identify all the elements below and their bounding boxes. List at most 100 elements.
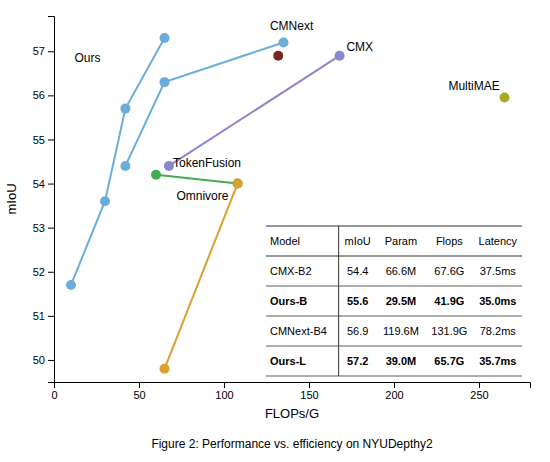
y-tick-mark — [48, 95, 54, 96]
x-tick-mark — [139, 382, 140, 388]
y-tick-label: 52 — [33, 266, 45, 278]
table-cell: 55.6 — [347, 295, 368, 307]
table-cell: 29.5M — [386, 295, 417, 307]
y-axis: 50 51 52 53 54 55 56 57 — [33, 17, 55, 383]
x-tick-label: 200 — [385, 389, 403, 401]
y-tick: 51 — [33, 310, 54, 322]
table-header: Flops — [436, 235, 463, 247]
y-tick: 52 — [33, 266, 54, 278]
table-header: mIoU — [345, 235, 371, 247]
point — [160, 77, 170, 87]
series — [151, 170, 243, 189]
series — [160, 179, 243, 374]
table-rule — [266, 255, 522, 256]
table-header: Param — [385, 235, 417, 247]
table-cell: 67.6G — [434, 265, 464, 277]
table-cell: 39.0M — [386, 355, 417, 367]
y-tick: 50 — [33, 354, 54, 366]
x-tick-mark — [479, 382, 480, 388]
series — [500, 93, 510, 103]
x-tick-label: 0 — [51, 389, 57, 401]
y-tick-mark — [48, 360, 54, 361]
series — [66, 33, 170, 290]
table-cell: Ours-B — [270, 295, 307, 307]
x-axis-line — [55, 383, 531, 389]
table-cell: 66.6M — [386, 265, 417, 277]
x-tick-mark — [394, 382, 395, 388]
x-tick-mark — [309, 382, 310, 388]
point — [100, 196, 110, 206]
series — [164, 51, 345, 171]
y-tick-mark — [48, 139, 54, 140]
y-tick-label: 55 — [33, 133, 45, 145]
point — [151, 170, 161, 180]
table-rule — [266, 376, 522, 377]
table: ModelmIoUParamFlopsLatencyCMX-B254.466.6… — [266, 226, 522, 376]
y-tick-mark — [48, 228, 54, 229]
table-cell: 37.5ms — [480, 265, 517, 277]
point — [233, 179, 243, 189]
y-tick-mark — [48, 316, 54, 317]
table-cell: Ours-L — [270, 355, 306, 367]
y-tick-label: 56 — [33, 89, 45, 101]
y-tick-label: 53 — [33, 222, 45, 234]
annotation: MultiMAE — [448, 79, 499, 93]
table-cell: 78.2ms — [480, 325, 517, 337]
point — [160, 33, 170, 43]
table-cell: CMX-B2 — [270, 265, 312, 277]
caption: Figure 2: Performance vs. efficiency on … — [151, 437, 433, 451]
series — [273, 51, 283, 61]
x-tick: 200 — [385, 382, 403, 401]
y-tick-label: 50 — [33, 354, 45, 366]
x-tick: 100 — [215, 382, 233, 401]
series-line — [71, 38, 165, 285]
y-tick: 57 — [33, 45, 54, 57]
annotation: Omnivore — [176, 189, 228, 203]
y-tick: 53 — [33, 222, 54, 234]
table-cell: 35.7ms — [479, 355, 516, 367]
table-cell: 65.7G — [434, 355, 464, 367]
y-tick-mark — [48, 272, 54, 273]
annotation: TokenFusion — [173, 156, 241, 170]
x-tick-label: 100 — [215, 389, 233, 401]
y-axis-title: mIoU — [4, 183, 19, 214]
x-tick: 0 — [51, 382, 57, 401]
table-cell: 41.9G — [434, 295, 464, 307]
table-rule — [266, 316, 522, 317]
y-tick-mark — [48, 51, 54, 52]
series-line — [169, 56, 340, 166]
point — [233, 179, 243, 189]
table-cell: CMNext-B4 — [270, 325, 327, 337]
y-tick-mark — [48, 184, 54, 185]
y-tick: 54 — [33, 178, 54, 190]
point — [120, 104, 130, 114]
x-axis: 0 50 100 150 200 250 — [51, 382, 530, 401]
point — [279, 37, 289, 47]
x-tick: 150 — [300, 382, 318, 401]
table-rule — [266, 225, 522, 226]
point — [160, 364, 170, 374]
plot: 0 50 100 150 200 250 50 51 52 53 54 55 56 57 FLOPs/G mI… — [4, 17, 531, 422]
x-tick: 250 — [470, 382, 488, 401]
series-line — [156, 175, 238, 184]
table-cell: 57.2 — [347, 355, 368, 367]
y-tick-label: 57 — [33, 45, 45, 57]
x-tick-label: 250 — [470, 389, 488, 401]
series-line — [125, 42, 283, 165]
table-cell: 35.0ms — [479, 295, 516, 307]
x-tick-mark — [224, 382, 225, 388]
table-cell: 119.6M — [383, 325, 419, 337]
table-cell: 54.4 — [347, 265, 368, 277]
x-tick: 50 — [133, 382, 145, 401]
x-tick-label: 150 — [300, 389, 318, 401]
annotation: CMNext — [270, 19, 314, 33]
table-rule — [266, 346, 522, 347]
table-cell: 56.9 — [347, 325, 368, 337]
chart: 0 50 100 150 200 250 50 51 52 53 54 55 56 57 FLOPs/G mI… — [0, 0, 550, 462]
point — [335, 51, 345, 61]
y-tick: 56 — [33, 89, 54, 101]
point — [66, 280, 76, 290]
x-axis-title: FLOPs/G — [265, 406, 319, 421]
y-tick: 55 — [33, 133, 54, 145]
point — [120, 161, 130, 171]
